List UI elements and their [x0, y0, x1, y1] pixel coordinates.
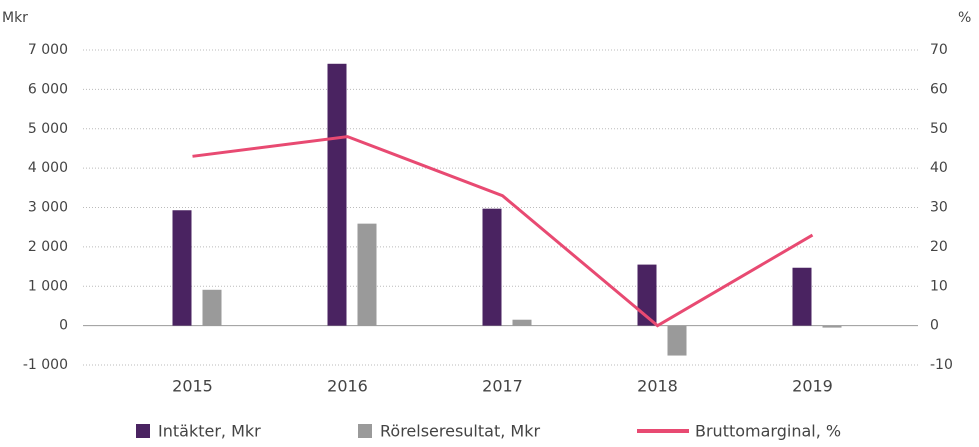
y2-tick-label: 40: [930, 160, 948, 176]
legend-swatch: [136, 424, 150, 438]
y2-tick-label: 30: [930, 200, 948, 216]
bar: [667, 325, 687, 356]
bar: [822, 325, 842, 328]
x-tick-label: 2018: [637, 377, 678, 396]
legend-label: Rörelseresultat, Mkr: [380, 422, 540, 441]
bar: [357, 223, 377, 326]
y-tick-label: 4 000: [28, 160, 68, 176]
line: [192, 135, 814, 328]
y-tick-label: 2 000: [28, 239, 68, 255]
bar: [202, 289, 222, 326]
y-axis-label: Mkr: [2, 10, 28, 26]
y-tick-label: 6 000: [28, 81, 68, 97]
bar: [637, 264, 657, 326]
y-tick-label: 0: [59, 318, 68, 334]
y2-tick-label: 50: [930, 121, 948, 137]
legend-swatch: [358, 424, 372, 438]
y2-axis-label: %: [958, 10, 971, 26]
y-tick-label: 3 000: [28, 200, 68, 216]
bar: [482, 208, 502, 326]
y2-tick-label: 20: [930, 239, 948, 255]
y2-tick-label: 10: [930, 278, 948, 294]
y-tick-label: 5 000: [28, 121, 68, 137]
bar: [172, 210, 192, 326]
x-tick-label: 2017: [482, 377, 523, 396]
y2-tick-label: 60: [930, 81, 948, 97]
y2-tick-label: 0: [930, 318, 939, 334]
bar: [792, 267, 812, 326]
y-tick-label: -1 000: [23, 357, 68, 373]
bar: [327, 63, 347, 326]
y-tick-label: 1 000: [28, 278, 68, 294]
y-tick-label: 7 000: [28, 42, 68, 58]
x-tick-label: 2019: [792, 377, 833, 396]
legend-label: Intäkter, Mkr: [158, 422, 261, 441]
y2-tick-label: -10: [930, 357, 953, 373]
legend-label: Bruttomarginal, %: [695, 422, 841, 441]
bar: [512, 319, 532, 326]
x-tick-label: 2016: [327, 377, 368, 396]
x-tick-label: 2015: [172, 377, 213, 396]
y2-tick-label: 70: [930, 42, 948, 58]
